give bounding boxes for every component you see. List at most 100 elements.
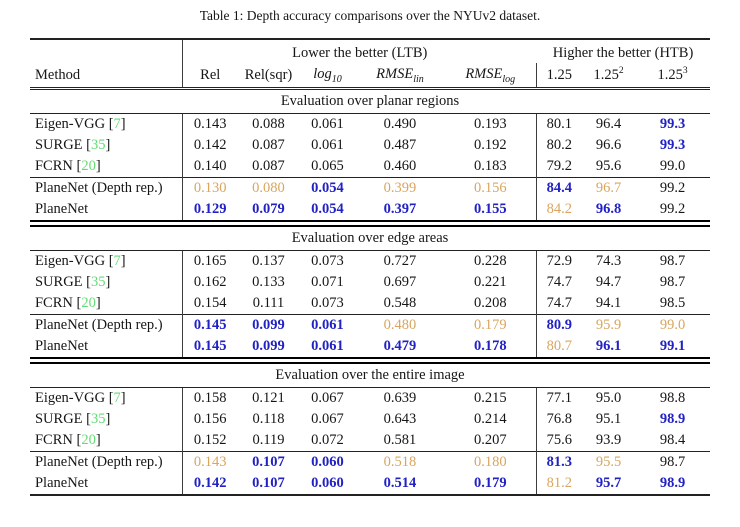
metric-cell: 98.7: [659, 253, 686, 269]
metric-cell: 0.165: [182, 250, 237, 272]
metric-cell: 0.179: [473, 475, 507, 491]
col-header-rmse-lin: RMSElin: [355, 63, 445, 89]
metric-cell: 0.099: [236, 314, 300, 336]
table-row: PlaneNet 0.145 0.099 0.061 0.479 0.178 80.7 96.…: [30, 336, 710, 361]
metric-cell: 0.142: [182, 473, 237, 495]
citation-link[interactable]: 7: [113, 116, 121, 132]
metric-cell: 96.7: [582, 177, 636, 199]
metric-cell: 0.228: [473, 253, 507, 269]
metric-cell: 74.3: [595, 253, 622, 269]
col-label-subscript: log: [502, 73, 516, 85]
ltb-group-header: Lower the better (LTB): [182, 39, 537, 63]
col-label-superscript: 3: [682, 66, 688, 77]
col-label: RMSE: [376, 65, 414, 82]
table-row: Eigen-VGG [7] 0.165 0.137 0.073 0.727 0.228 72…: [30, 250, 710, 272]
method-cell: Eigen-VGG [7]: [34, 390, 126, 406]
method-cell: FCRN [20]: [34, 295, 101, 311]
metric-cell: 0.107: [236, 451, 300, 473]
col-header-1-25: 1.25: [535, 63, 583, 89]
citation-link[interactable]: 35: [91, 274, 106, 290]
metric-cell: 0.162: [182, 272, 237, 293]
metric-cell: 0.060: [299, 451, 355, 473]
table-body: Evaluation over planar regions Eigen-VGG …: [29, 88, 711, 495]
metric-cell: 0.214: [473, 411, 507, 427]
metric-cell: 0.067: [311, 390, 344, 406]
metric-cell: 99.3: [659, 137, 686, 153]
metric-cell: 0.061: [311, 137, 344, 153]
metric-cell: 0.207: [473, 432, 507, 448]
col-label: 1.25: [657, 66, 683, 83]
section-band-row: Evaluation over the entire image: [29, 357, 711, 388]
metric-cell: 0.581: [383, 432, 417, 448]
col-label: RMSE: [465, 65, 503, 82]
metric-cell: 0.088: [252, 116, 285, 132]
method-cell: PlaneNet (Depth rep.): [29, 314, 183, 336]
table-row: Eigen-VGG [7] 0.158 0.121 0.067 0.639 0.215 77…: [30, 387, 710, 409]
metric-cell: 0.107: [252, 475, 285, 491]
method-column-header: Method: [34, 66, 81, 83]
metric-cell: 0.087: [252, 158, 285, 174]
citation-link[interactable]: 35: [91, 137, 106, 153]
col-label-subscript: 10: [331, 73, 342, 85]
metric-cell: 0.152: [182, 430, 237, 452]
table-row: PlaneNet (Depth rep.) 0.145 0.099 0.061 0.48…: [29, 314, 711, 336]
metric-cell: 95.9: [582, 314, 636, 336]
citation-link[interactable]: 35: [91, 411, 106, 427]
metric-cell: 99.0: [635, 314, 711, 336]
metric-cell: 0.193: [473, 116, 507, 132]
metric-cell: 72.9: [535, 250, 583, 272]
htb-group-header: Higher the better (HTB): [552, 44, 694, 61]
method-cell: SURGE [35]: [34, 137, 111, 153]
metric-cell: 0.697: [383, 274, 417, 290]
metric-cell: 98.5: [659, 295, 686, 311]
metric-cell: 0.143: [182, 451, 237, 473]
metric-cell: 0.143: [182, 113, 237, 135]
section-title: Evaluation over edge areas: [29, 220, 711, 251]
table-row: PlaneNet 0.142 0.107 0.060 0.514 0.179 81.2 95.…: [30, 473, 710, 495]
table-header: Lower the better (LTB) Higher the better…: [29, 39, 711, 89]
metric-cell: 0.137: [252, 253, 285, 269]
citation-link[interactable]: 20: [81, 432, 96, 448]
table-row: FCRN [20] 0.140 0.087 0.065 0.460 0.183 79.2 95…: [30, 156, 710, 178]
citation-link[interactable]: 20: [81, 158, 96, 174]
col-label: 1.25: [593, 66, 619, 83]
method-cell: FCRN [20]: [34, 432, 101, 448]
table-row: PlaneNet (Depth rep.) 0.143 0.107 0.060 0.51…: [29, 451, 711, 473]
metric-cell: 0.079: [252, 201, 285, 217]
metric-cell: 0.179: [444, 314, 537, 336]
method-cell: Eigen-VGG [7]: [34, 116, 126, 132]
metric-cell: 0.487: [383, 137, 417, 153]
citation-link[interactable]: 20: [81, 295, 96, 311]
metric-cell: 0.145: [182, 336, 237, 361]
metric-cell: 0.111: [252, 295, 285, 311]
section-band-row: Evaluation over edge areas: [29, 220, 711, 251]
metric-cell: 0.142: [182, 135, 237, 156]
metric-cell: 80.9: [535, 314, 583, 336]
metric-cell: 0.080: [236, 177, 300, 199]
method-cell: PlaneNet (Depth rep.): [29, 451, 183, 473]
metric-cell: 0.490: [383, 116, 417, 132]
metric-cell: 0.099: [252, 338, 285, 354]
metric-cell: 0.072: [311, 432, 344, 448]
method-cell: PlaneNet (Depth rep.): [29, 177, 183, 199]
citation-link[interactable]: 7: [113, 390, 121, 406]
group-header-row: Lower the better (LTB) Higher the better…: [30, 39, 710, 63]
table-row: SURGE [35] 0.156 0.118 0.067 0.643 0.214 76.8 9…: [30, 409, 710, 430]
table-row: PlaneNet (Depth rep.) 0.130 0.080 0.054 0.39…: [29, 177, 711, 199]
metric-cell: 0.119: [252, 432, 285, 448]
metric-cell: 96.4: [595, 116, 622, 132]
col-label: Rel(sqr): [244, 66, 293, 83]
metric-cell: 0.192: [473, 137, 507, 153]
metric-cell: 0.183: [473, 158, 507, 174]
metric-cell: 99.3: [659, 116, 686, 132]
col-header-rel-sqr: Rel(sqr): [237, 63, 300, 89]
metric-cell: 0.071: [311, 274, 344, 290]
metric-cell: 81.3: [535, 451, 583, 473]
metric-cell: 0.180: [444, 451, 537, 473]
metric-cell: 80.2: [535, 135, 583, 156]
metric-cell: 98.8: [659, 390, 686, 406]
metric-cell: 0.061: [311, 338, 344, 354]
metric-cell: 74.7: [535, 272, 583, 293]
metric-cell: 0.480: [354, 314, 445, 336]
citation-link[interactable]: 7: [113, 253, 121, 269]
